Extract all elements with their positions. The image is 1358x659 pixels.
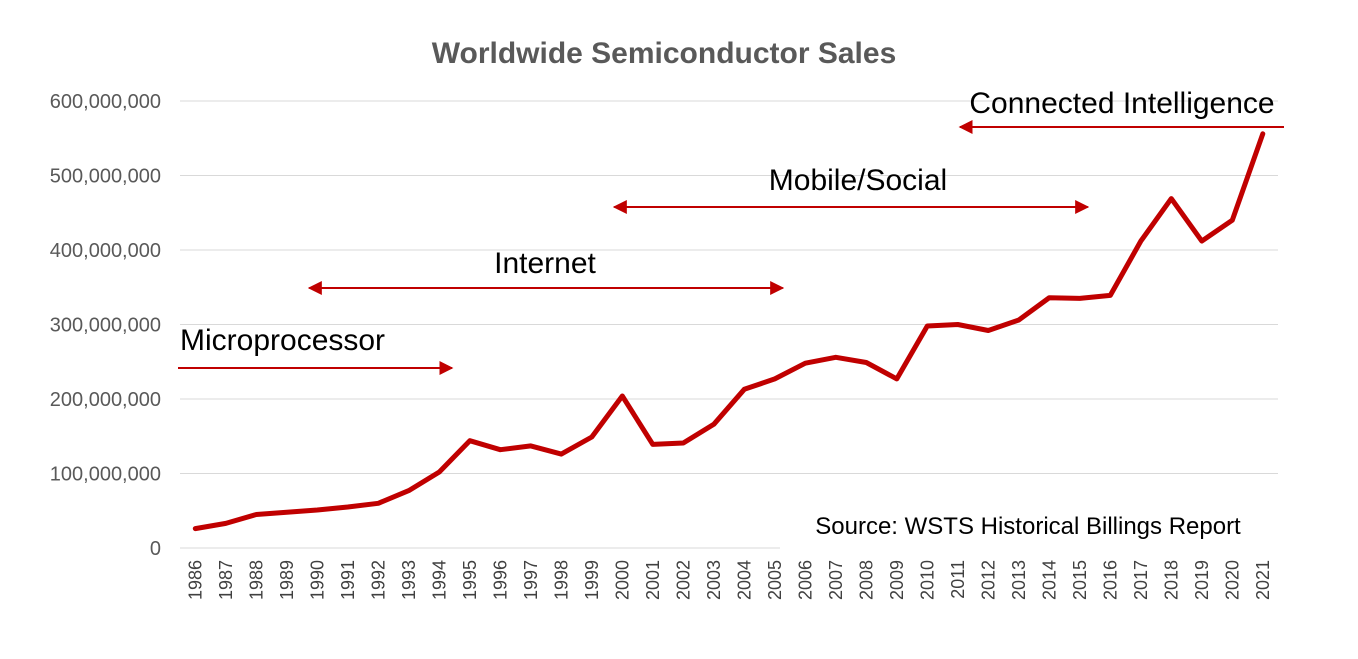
gridlines <box>180 100 1278 549</box>
x-tick-label: 2003 <box>704 560 724 600</box>
x-tick-label: 1993 <box>399 560 419 600</box>
x-tick-label: 1989 <box>277 560 297 600</box>
x-tick-label: 1990 <box>307 560 327 600</box>
x-tick-label: 2012 <box>978 560 998 600</box>
x-tick-label: 1998 <box>551 560 571 600</box>
x-tick-label: 2017 <box>1131 560 1151 600</box>
x-tick-label: 2009 <box>887 560 907 600</box>
series-layer <box>192 131 1266 532</box>
x-tick-label: 2010 <box>917 560 937 600</box>
x-tick-label: 1992 <box>368 560 388 600</box>
era-label: Internet <box>494 247 596 280</box>
x-tick-label: 2016 <box>1100 560 1120 600</box>
source-note-background <box>780 505 1280 549</box>
y-tick-label: 400,000,000 <box>50 240 161 262</box>
y-tick-label: 500,000,000 <box>50 166 161 188</box>
y-tick-label: 300,000,000 <box>50 315 161 337</box>
x-tick-label: 1997 <box>521 560 541 600</box>
y-axis-ticks: 0 100,000,000 200,000,000 300,000,000 400,00… <box>50 91 161 560</box>
era-annotations: Microprocessor Internet Mobile/Social Conne… <box>178 87 1284 375</box>
x-tick-label: 1994 <box>429 560 449 600</box>
era-label: Mobile/Social <box>769 164 947 197</box>
x-tick-label: 2008 <box>856 560 876 600</box>
y-tick-label: 200,000,000 <box>50 389 161 411</box>
era-label: Microprocessor <box>180 324 385 357</box>
x-tick-label: 2001 <box>643 560 663 600</box>
y-tick-label: 600,000,000 <box>50 91 161 113</box>
x-tick-label: 2018 <box>1161 560 1181 600</box>
x-tick-label: 1986 <box>185 560 205 600</box>
x-tick-label: 1996 <box>490 560 510 600</box>
x-tick-label: 2015 <box>1070 560 1090 600</box>
x-tick-label: 1988 <box>246 560 266 600</box>
x-tick-label: 2014 <box>1039 560 1059 600</box>
y-tick-label: 0 <box>150 538 161 560</box>
x-tick-label: 1995 <box>460 560 480 600</box>
x-tick-label: 2020 <box>1222 560 1242 600</box>
x-tick-label: 2004 <box>734 560 754 600</box>
x-tick-label: 2013 <box>1009 560 1029 600</box>
y-tick-label: 100,000,000 <box>50 464 161 486</box>
x-axis-ticks: 1986 1987 1988 1989 1990 1991 1992 1993 1994 1995… <box>185 560 1273 600</box>
source-note: Source: WSTS Historical Billings Report <box>815 513 1241 540</box>
x-tick-label: 2019 <box>1192 560 1212 600</box>
x-tick-label: 1987 <box>216 560 236 600</box>
x-tick-label: 2005 <box>765 560 785 600</box>
series-line <box>192 131 1266 532</box>
x-tick-label: 2002 <box>673 560 693 600</box>
x-tick-label: 2011 <box>948 560 968 599</box>
x-tick-label: 2000 <box>612 560 632 600</box>
x-tick-label: 1991 <box>338 560 358 600</box>
x-tick-label: 2007 <box>826 560 846 600</box>
chart-title: Worldwide Semiconductor Sales <box>432 37 897 70</box>
era-label: Connected Intelligence <box>969 87 1274 120</box>
x-tick-label: 2006 <box>795 560 815 600</box>
x-tick-label: 1999 <box>582 560 602 600</box>
x-tick-label: 2021 <box>1253 560 1273 600</box>
